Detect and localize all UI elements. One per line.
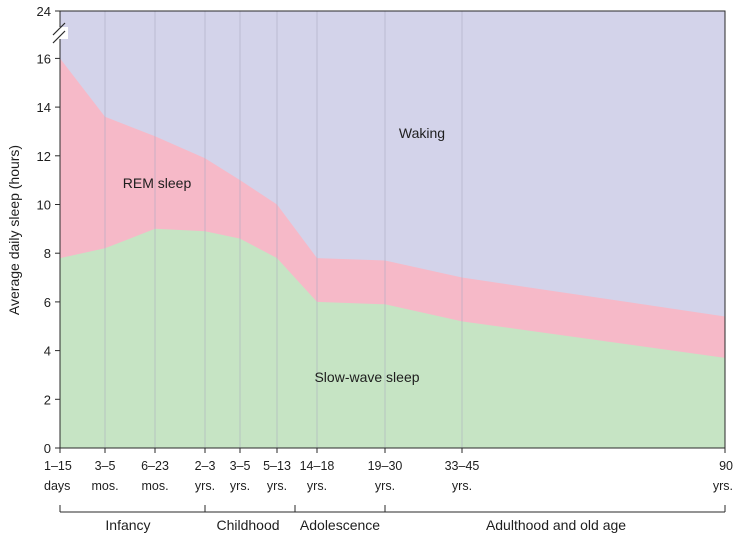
group-label: Adolescence: [300, 517, 380, 533]
x-tick-label: 5–13: [263, 459, 291, 473]
y-tick-label: 16: [37, 51, 51, 66]
x-tick-label: 1–15: [44, 459, 72, 473]
x-tick-label-unit: mos.: [141, 479, 168, 493]
x-tick-label: 33–45: [445, 459, 480, 473]
x-tick-label: 6–23: [141, 459, 169, 473]
axes: [52, 10, 726, 449]
series-label-slow-wave: Slow-wave sleep: [314, 369, 419, 385]
x-tick-label: 14–18: [300, 459, 335, 473]
plot-frame: [59, 10, 726, 449]
x-tick-label: 3–5: [230, 459, 251, 473]
x-tick-label-unit: yrs.: [375, 479, 395, 493]
x-tick-label-unit: mos.: [91, 479, 118, 493]
group-label: Childhood: [216, 517, 279, 533]
y-tick-label: 12: [37, 149, 51, 164]
vertical-gridlines: [104, 11, 463, 448]
x-tick-label: 2–3: [195, 459, 216, 473]
y-tick-label: 14: [37, 100, 51, 115]
series-label-waking: Waking: [399, 125, 445, 141]
y-tick-label: 24: [37, 4, 51, 19]
area-slow-wave-sleep: [60, 228, 725, 448]
x-tick-label-unit: yrs.: [267, 479, 287, 493]
x-tick-label-unit: yrs.: [195, 479, 215, 493]
plot-areas: [60, 11, 725, 449]
x-tick-label-unit: yrs.: [230, 479, 250, 493]
y-axis-label: Average daily sleep (hours): [6, 145, 22, 315]
y-tick-label: 2: [44, 392, 51, 407]
x-tick-label-unit: yrs.: [713, 479, 733, 493]
x-tick-label-unit: yrs.: [452, 479, 472, 493]
axis-break-mark: [52, 30, 66, 44]
y-tick-label: 0: [44, 441, 51, 456]
group-label: Adulthood and old age: [486, 517, 626, 533]
axis-break-mark: [52, 22, 66, 36]
y-tick-label: 6: [44, 295, 51, 310]
x-tick-label: 90: [719, 459, 733, 473]
y-tick-label: 4: [44, 344, 51, 359]
x-tick-label-unit: days: [44, 479, 70, 493]
x-tick-label-unit: yrs.: [307, 479, 327, 493]
x-tick-labels: 1–15 days 3–5 mos. 6–23 mos. 2–3 yrs. 3–5 yrs. 5–1…: [44, 448, 733, 493]
x-tick-label: 19–30: [368, 459, 403, 473]
group-label: Infancy: [105, 517, 150, 533]
axis-break-gap: [52, 27, 68, 39]
age-group-brackets: Infancy Childhood Adolescence Adulthood and…: [59, 505, 726, 533]
y-tick-label: 8: [44, 246, 51, 261]
y-tick-label: 10: [37, 198, 51, 213]
series-label-rem: REM sleep: [123, 175, 192, 191]
x-tick-label: 3–5: [95, 459, 116, 473]
